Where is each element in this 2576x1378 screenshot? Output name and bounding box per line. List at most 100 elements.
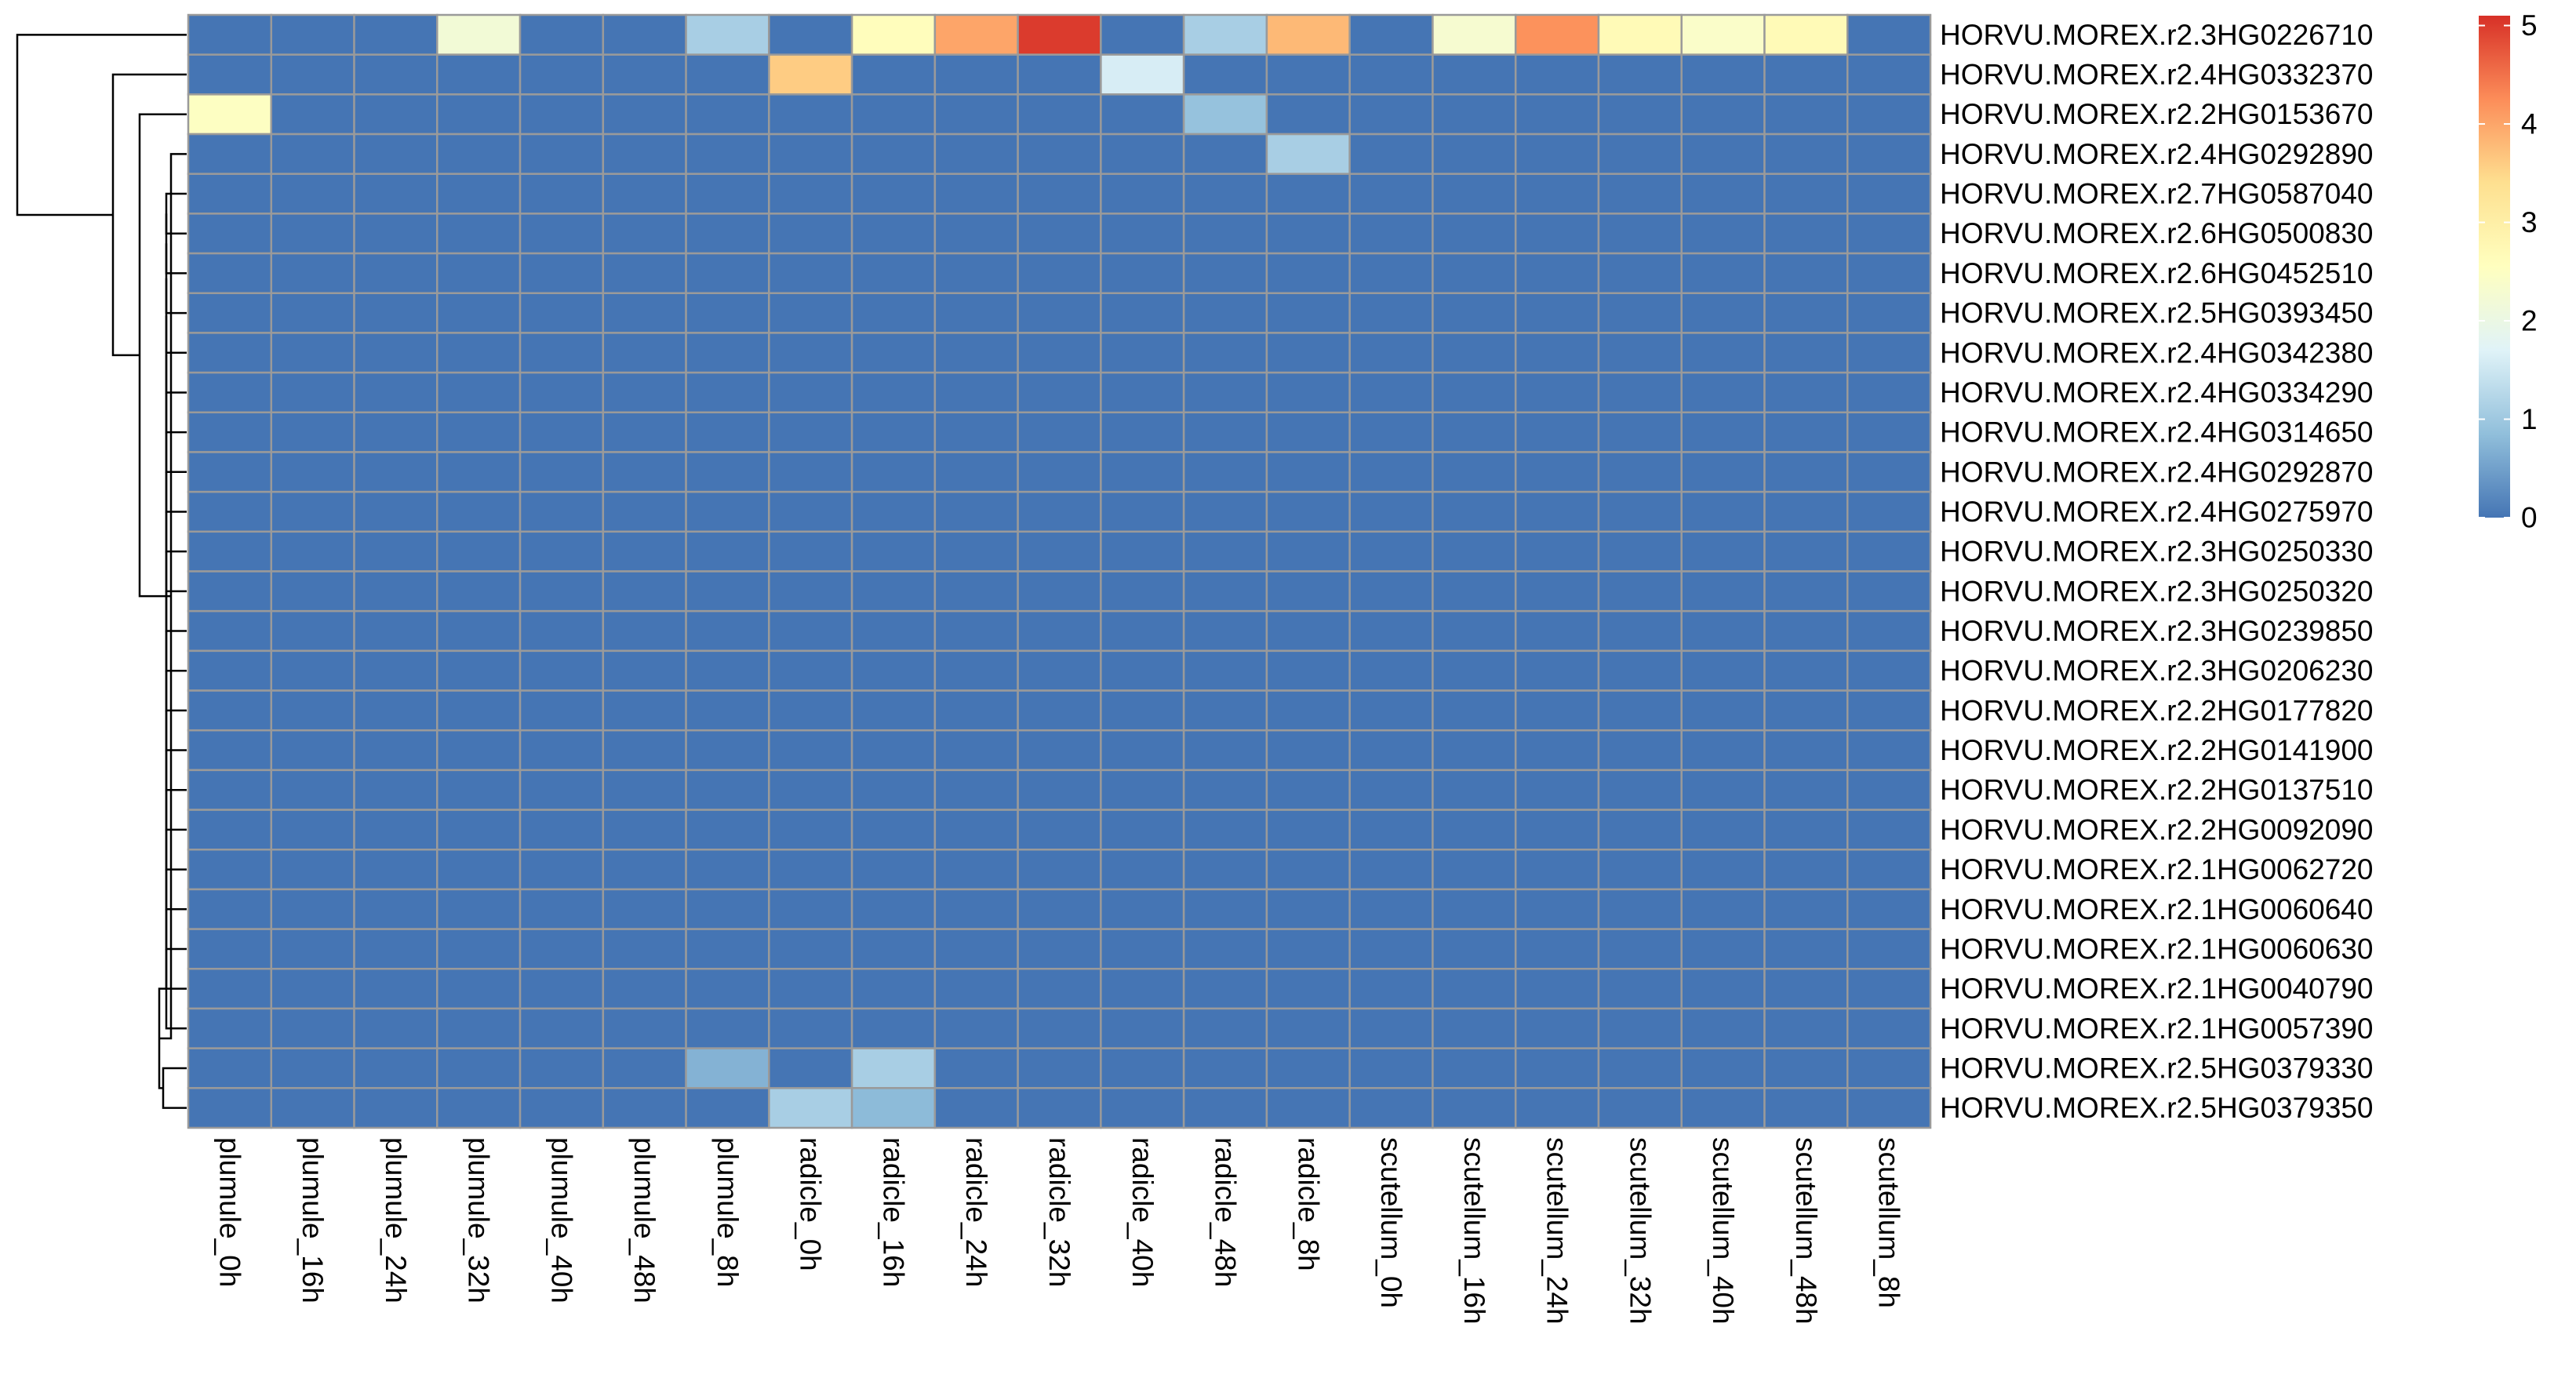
heatmap-cell [768,928,853,970]
heatmap-cell [685,809,770,851]
heatmap-cell [1182,292,1268,334]
heatmap-cell [1514,649,1600,692]
heatmap-cell [685,332,770,374]
column-label: scutellum_32h [1624,1137,1656,1325]
heatmap-cell [1514,332,1600,374]
row-label: HORVU.MOREX.r2.4HG0292870 [1940,456,2374,488]
heatmap-cell [1017,53,1102,96]
heatmap-cell [518,411,605,453]
row-label: HORVU.MOREX.r2.4HG0342380 [1940,336,2374,369]
heatmap-cell [518,1087,605,1129]
heatmap-cell [1514,1007,1600,1049]
heatmap-cell [1017,530,1102,573]
heatmap-cell [270,769,355,811]
heatmap-cell [850,809,937,851]
row-label: HORVU.MOREX.r2.6HG0452510 [1940,257,2374,289]
dendrogram-branch [165,243,187,315]
heatmap-cell [1265,769,1351,811]
heatmap-cell [1432,609,1517,653]
row-label: HORVU.MOREX.r2.5HG0379330 [1940,1052,2374,1084]
heatmap-cell [270,292,355,334]
heatmap-cell [850,173,937,215]
heatmap-cell [1265,1007,1351,1049]
heatmap-cell [187,570,273,613]
heatmap-cell [933,13,1019,56]
heatmap-cell [353,451,438,493]
dendrogram-branch [159,153,187,1040]
heatmap-cell [1846,769,1932,811]
heatmap-cell [602,13,687,56]
heatmap-cell [1846,649,1932,692]
heatmap-cell [353,53,438,96]
heatmap-cell [1432,968,1517,1010]
heatmap-cell [850,1087,937,1129]
heatmap-cell [1763,451,1849,493]
heatmap-cell [1680,888,1766,930]
heatmap-cell [933,451,1019,493]
heatmap-cell [1017,570,1102,613]
heatmap-cell [1017,213,1102,255]
heatmap-cell [270,530,355,573]
heatmap-cell [436,968,522,1010]
heatmap-cell [353,1047,438,1089]
heatmap-cell [436,689,522,732]
heatmap-cell [1846,490,1932,533]
row-label: HORVU.MOREX.r2.2HG0153670 [1940,98,2374,130]
heatmap-cell [187,213,273,255]
heatmap-cell [187,93,273,136]
heatmap-cell [1763,332,1849,374]
row-label: HORVU.MOREX.r2.3HG0239850 [1940,615,2374,647]
heatmap-cell [1265,849,1351,891]
heatmap-cell [187,769,273,811]
heatmap-cell [1680,1007,1766,1049]
heatmap-cell [1432,1007,1517,1049]
heatmap-cell [1017,769,1102,811]
heatmap-cell [602,371,687,414]
heatmap-cell [187,530,273,573]
heatmap-cell [353,769,438,811]
heatmap-cell [685,1087,770,1129]
heatmap-cell [1763,133,1849,175]
heatmap-cell [1763,1047,1849,1089]
heatmap-cell [850,332,937,374]
heatmap-cell [933,292,1019,334]
heatmap-cell [270,570,355,613]
heatmap-cell [353,490,438,533]
heatmap-cell [685,689,770,732]
heatmap-cell [1348,968,1434,1010]
heatmap-cell [768,649,853,692]
heatmap-cell [187,888,273,930]
heatmap-cell [518,13,605,56]
heatmap-cell [1100,213,1185,255]
heatmap-cell [1182,332,1268,374]
heatmap-cell [1432,849,1517,891]
heatmap-cell [1100,371,1185,414]
heatmap-cell [1432,490,1517,533]
heatmap-cell [1680,928,1766,970]
heatmap-cell [685,609,770,653]
heatmap-cell [1182,689,1268,732]
heatmap-cell [1597,809,1683,851]
heatmap-cell [1017,292,1102,334]
dendrogram-branch [111,73,187,357]
heatmap-cell [933,133,1019,175]
heatmap-cell [1265,252,1351,295]
heatmap-cell [1514,968,1600,1010]
color-legend-bar [2479,16,2510,518]
row-label: HORVU.MOREX.r2.4HG0332370 [1940,59,2374,91]
heatmap-cell [1846,292,1932,334]
heatmap-cell [1846,53,1932,96]
heatmap-cell [1265,133,1351,175]
heatmap-cell [270,689,355,732]
heatmap-cell [1265,649,1351,692]
heatmap-cell [1432,530,1517,573]
heatmap-cell [1432,411,1517,453]
column-label: radicle_16h [877,1137,909,1287]
heatmap-cell [187,490,273,533]
heatmap-cell [685,888,770,930]
heatmap-cell [602,1047,687,1089]
heatmap-cell [1017,689,1102,732]
heatmap-cell [187,1047,273,1089]
heatmap-cell [1100,1087,1185,1129]
heatmap-cell [270,928,355,970]
